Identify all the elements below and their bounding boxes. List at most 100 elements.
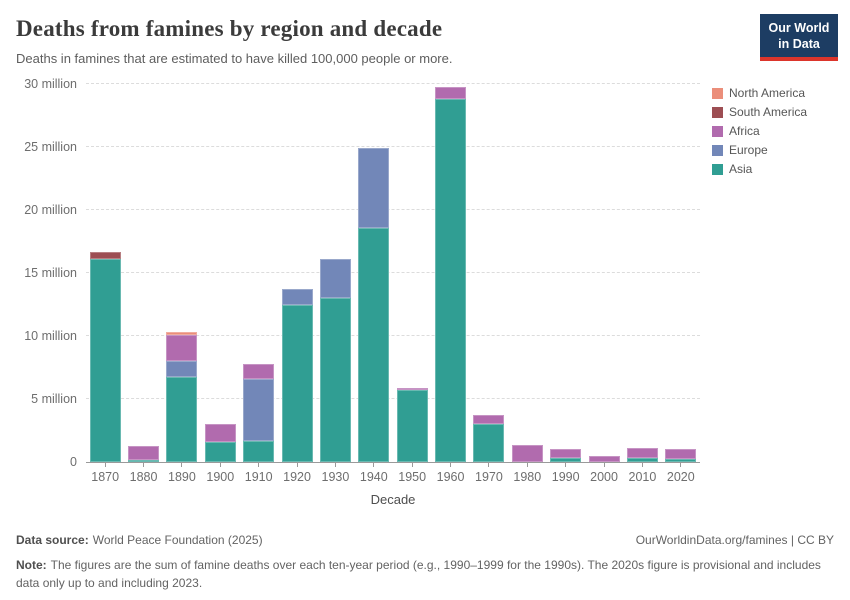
bar-1960[interactable] — [431, 84, 469, 462]
bar-segment-europe-1930[interactable] — [319, 259, 351, 299]
footnote-text: The figures are the sum of famine deaths… — [16, 558, 821, 590]
tick-mark — [258, 463, 260, 467]
bar-1910[interactable] — [240, 84, 278, 462]
bar-segment-europe-1940[interactable] — [358, 147, 390, 229]
x-tick-label: 2010 — [628, 470, 657, 484]
bar-1950[interactable] — [393, 84, 431, 462]
bar-2000[interactable] — [585, 84, 623, 462]
bar-segment-asia-1970[interactable] — [473, 423, 505, 462]
x-tick-1930: 1930 — [316, 463, 354, 484]
y-tick-label: 15 million — [24, 266, 77, 280]
bar-1920[interactable] — [278, 84, 316, 462]
bar-segment-africa-1900[interactable] — [204, 423, 236, 442]
license-link[interactable]: OurWorldinData.org/famines | CC BY — [635, 533, 834, 547]
legend-item-north-america[interactable]: North America — [712, 86, 836, 100]
y-tick-label: 5 million — [31, 392, 77, 406]
bar-segment-africa-2020[interactable] — [665, 449, 697, 460]
tick-mark — [450, 463, 452, 467]
chart-header: Deaths from famines by region and decade… — [0, 0, 850, 66]
x-tick-label: 1920 — [283, 470, 311, 484]
bar-segment-africa-2000[interactable] — [588, 455, 620, 462]
bar-segment-africa-1880[interactable] — [128, 445, 160, 461]
plot-area: 0 5 million 10 million 15 million 20 million… — [24, 77, 700, 469]
tick-mark — [219, 463, 221, 467]
bar-segment-asia-1900[interactable] — [204, 441, 236, 462]
bar-segment-europe-1890[interactable] — [166, 360, 198, 377]
bar-1880[interactable] — [124, 84, 162, 462]
x-tick-label: 1930 — [321, 470, 350, 484]
bar-segment-asia-1880[interactable] — [128, 460, 160, 462]
gridline-5: 5 million — [31, 392, 700, 406]
tick-mark — [565, 463, 567, 467]
bar-segment-south-america-1870[interactable] — [89, 252, 121, 260]
footnote-label: Note: — [16, 558, 47, 572]
legend-item-south-america[interactable]: South America — [712, 105, 836, 119]
bar-segment-africa-1980[interactable] — [511, 445, 543, 462]
bar-segment-europe-1920[interactable] — [281, 288, 313, 306]
bar-1990[interactable] — [547, 84, 585, 462]
x-tick-1970: 1970 — [470, 463, 508, 484]
bar-segment-africa-1910[interactable] — [243, 363, 275, 380]
x-axis-title: Decade — [370, 492, 416, 507]
bar-segment-asia-1890[interactable] — [166, 376, 198, 462]
x-tick-label: 1890 — [168, 470, 196, 484]
bar-segment-africa-2010[interactable] — [626, 448, 658, 458]
legend-item-asia[interactable]: Asia — [712, 162, 836, 176]
bar-segment-asia-1910[interactable] — [243, 441, 275, 462]
tick-mark — [641, 463, 643, 467]
bar-segment-africa-1970[interactable] — [473, 415, 505, 424]
owid-logo-line2: in Data — [778, 37, 820, 52]
x-tick-1880: 1880 — [124, 463, 162, 484]
bar-1890[interactable] — [163, 84, 201, 462]
bar-segment-asia-2020[interactable] — [665, 459, 697, 462]
x-tick-label: 1960 — [436, 470, 465, 484]
bars-layer — [86, 84, 700, 462]
bar-segment-asia-1920[interactable] — [281, 305, 313, 462]
owid-logo-line1: Our World — [768, 21, 830, 35]
bar-segment-africa-1890[interactable] — [166, 335, 198, 361]
tick-mark — [334, 463, 336, 467]
bar-1930[interactable] — [316, 84, 354, 462]
bar-1970[interactable] — [470, 84, 508, 462]
bar-segment-africa-1960[interactable] — [435, 87, 467, 99]
legend-item-europe[interactable]: Europe — [712, 143, 836, 157]
gridline-20: 20 million — [24, 203, 700, 217]
legend-swatch-icon — [712, 163, 723, 175]
bar-segment-asia-1950[interactable] — [396, 389, 428, 462]
y-tick-label: 10 million — [24, 329, 77, 343]
tick-mark — [603, 463, 605, 467]
bar-1870[interactable] — [86, 84, 124, 462]
x-axis: 1870 1880 1890 1900 1910 1920 1930 1940 1950 1960… — [86, 463, 700, 484]
legend-label: Asia — [729, 162, 753, 176]
tick-mark — [411, 463, 413, 467]
x-tick-2000: 2000 — [585, 463, 623, 484]
bar-segment-africa-1950[interactable] — [396, 387, 428, 390]
x-tick-1940: 1940 — [355, 463, 393, 484]
bar-segment-asia-1930[interactable] — [319, 298, 351, 462]
chart-subtitle: Deaths in famines that are estimated to … — [16, 51, 453, 66]
x-tick-label: 1970 — [475, 470, 503, 484]
bar-segment-asia-2010[interactable] — [626, 457, 658, 462]
bar-segment-asia-1990[interactable] — [550, 457, 582, 462]
x-tick-label: 1910 — [244, 470, 273, 484]
x-tick-2020: 2020 — [662, 463, 700, 484]
bar-segment-asia-1940[interactable] — [358, 228, 390, 462]
owid-logo[interactable]: Our World in Data — [760, 14, 838, 61]
x-tick-1980: 1980 — [508, 463, 546, 484]
legend-label: North America — [729, 86, 806, 100]
bar-segment-asia-1870[interactable] — [89, 259, 121, 462]
legend-item-africa[interactable]: Africa — [712, 124, 836, 138]
legend-swatch-icon — [712, 106, 723, 118]
y-tick-label: 30 million — [24, 77, 77, 91]
bar-2020[interactable] — [662, 84, 700, 462]
bar-segment-europe-1910[interactable] — [243, 379, 275, 442]
bar-segment-north-america-1890[interactable] — [166, 332, 198, 336]
tick-mark — [526, 463, 528, 467]
bar-segment-africa-1990[interactable] — [550, 449, 582, 458]
data-source-value: World Peace Foundation (2025) — [92, 533, 263, 547]
bar-segment-asia-1960[interactable] — [435, 98, 467, 462]
bar-2010[interactable] — [623, 84, 661, 462]
bar-1900[interactable] — [201, 84, 239, 462]
bar-1980[interactable] — [508, 84, 546, 462]
bar-1940[interactable] — [355, 84, 393, 462]
